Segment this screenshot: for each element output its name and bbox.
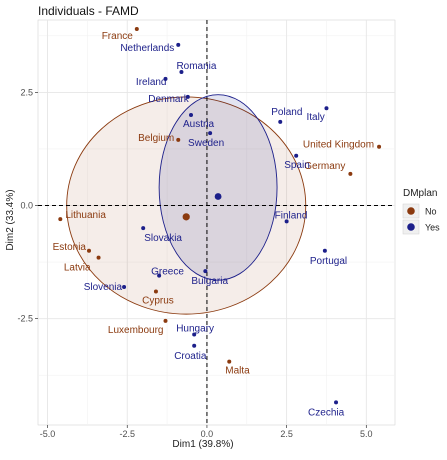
y-tick-label: 0.0	[20, 201, 33, 211]
x-tick-label: -2.5	[119, 429, 135, 439]
chart-title: Individuals - FAMD	[38, 4, 139, 18]
point-label-finland: Finland	[275, 210, 308, 221]
x-tick-label: 5.0	[360, 429, 373, 439]
point-united-kingdom	[377, 144, 382, 149]
point-labels: France Belgium United Kingdom Germany Lithua…	[53, 31, 374, 418]
point-greece	[157, 273, 162, 278]
point-label-italy: Italy	[306, 112, 324, 123]
point-luxembourg	[163, 318, 168, 323]
point-label-sweden: Sweden	[188, 138, 224, 149]
point-bulgaria	[203, 269, 208, 274]
point-denmark	[185, 94, 190, 99]
point-croatia	[192, 343, 197, 348]
point-portugal	[322, 248, 327, 253]
point-label-bulgaria: Bulgaria	[191, 276, 228, 287]
point-label-spain: Spain	[284, 160, 310, 171]
data-points	[58, 27, 382, 405]
point-slovakia	[141, 226, 146, 231]
point-hungary	[192, 332, 197, 337]
point-lithuania	[58, 217, 63, 222]
point-label-malta: Malta	[225, 366, 250, 377]
point-finland	[284, 219, 289, 224]
point-label-romania: Romania	[176, 61, 216, 72]
plot-panel	[37, 19, 396, 426]
point-estonia	[87, 248, 91, 253]
point-italy	[324, 106, 329, 111]
point-label-germany: Germany	[304, 161, 345, 172]
legend-marker-yes	[407, 223, 415, 231]
legend-label-no: No	[425, 207, 437, 217]
point-germany	[348, 171, 353, 176]
point-austria	[189, 113, 193, 118]
point-malta	[227, 359, 232, 364]
point-label-slovakia: Slovakia	[144, 233, 182, 244]
point-label-netherlands: Netherlands	[120, 43, 174, 54]
legend-label-yes: Yes	[425, 223, 440, 233]
point-czechia	[334, 400, 339, 405]
point-label-estonia: Estonia	[53, 242, 87, 253]
x-tick-label: -5.0	[40, 429, 56, 439]
point-label-luxembourg: Luxembourg	[108, 325, 164, 336]
point-label-czechia: Czechia	[308, 407, 345, 418]
axis-ticks: -5.0 -2.5 0.0 2.5 5.0 -2.5 0.0 2.5	[17, 87, 372, 439]
point-label-latvia: Latvia	[64, 263, 91, 274]
reference-lines	[38, 20, 395, 425]
point-label-slovenia: Slovenia	[84, 282, 123, 293]
point-label-ireland: Ireland	[136, 77, 167, 88]
point-label-denmark: Denmark	[148, 94, 190, 105]
point-label-greece: Greece	[151, 267, 184, 278]
point-label-portugal: Portugal	[310, 256, 347, 267]
point-france	[134, 27, 139, 32]
ellipse-yes	[158, 94, 278, 281]
y-tick-label: 2.5	[20, 87, 33, 97]
centroid-no	[182, 213, 190, 221]
point-latvia	[96, 255, 101, 260]
point-label-united-kingdom: United Kingdom	[303, 140, 374, 151]
legend: DMplan No Yes	[402, 188, 440, 235]
legend-marker-no	[407, 207, 415, 215]
point-label-hungary: Hungary	[176, 323, 214, 334]
point-belgium	[176, 137, 181, 142]
point-slovenia	[122, 284, 127, 289]
point-label-poland: Poland	[271, 107, 302, 118]
y-tick-label: -2.5	[17, 314, 33, 324]
point-label-belgium: Belgium	[138, 133, 174, 144]
legend-title: DMplan	[403, 188, 437, 199]
x-tick-label: 0.0	[201, 429, 214, 439]
point-label-cyprus: Cyprus	[142, 296, 174, 307]
point-cyprus	[153, 289, 158, 294]
point-romania	[179, 70, 184, 75]
y-axis-title: Dim2 (33.4%)	[5, 189, 16, 250]
point-sweden	[208, 131, 213, 136]
panel-background	[37, 19, 396, 426]
point-netherlands	[176, 42, 181, 47]
point-label-croatia: Croatia	[174, 351, 207, 362]
point-ireland	[163, 76, 168, 81]
point-label-france: France	[102, 31, 134, 42]
x-axis-title: Dim1 (39.8%)	[172, 439, 233, 450]
point-label-austria: Austria	[183, 119, 215, 130]
point-poland	[278, 119, 283, 124]
x-tick-label: 2.5	[280, 429, 293, 439]
point-label-lithuania: Lithuania	[65, 210, 106, 221]
centroid-yes	[214, 193, 222, 200]
point-spain	[294, 153, 299, 158]
